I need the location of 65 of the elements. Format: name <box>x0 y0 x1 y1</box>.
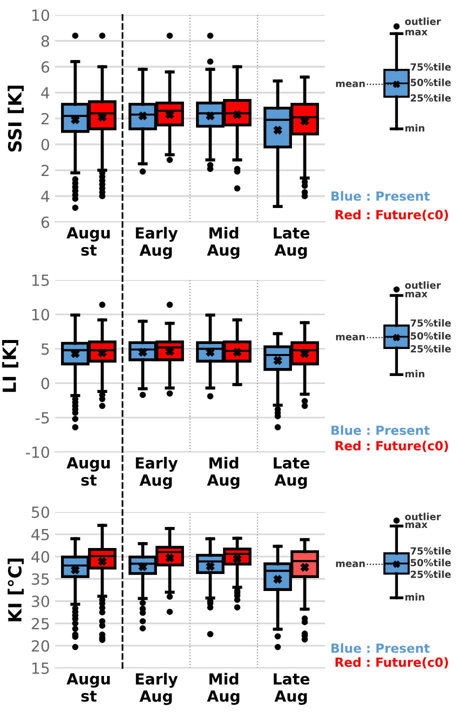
y-tick-label: 5 <box>42 343 49 355</box>
text: min <box>405 370 424 378</box>
y-axis-title: LI [K] <box>2 340 18 392</box>
text: Blue : Present <box>332 191 430 201</box>
text: Blue : Present <box>332 425 430 435</box>
y-tick-label: 10 <box>32 308 50 320</box>
text: outlier <box>405 281 441 289</box>
x-tick-label: Augu st <box>66 227 110 256</box>
text: 50%tile <box>410 78 451 86</box>
text: max <box>405 522 428 528</box>
x-tick-label: Mid Aug <box>207 226 240 259</box>
y-tick-label: 0 <box>41 378 50 390</box>
x-tick-label: Augu st <box>66 673 110 702</box>
text: mean <box>336 82 365 88</box>
y-tick-label: 0 <box>41 138 50 150</box>
y-tick-label: 2 <box>42 112 49 124</box>
x-tick-label: Late Aug <box>274 227 310 259</box>
text: 75%tile <box>410 63 451 71</box>
text: max <box>405 30 428 36</box>
text: Red : Future(c0) <box>336 657 448 668</box>
x-tick-label: Late Aug <box>274 673 310 705</box>
text: 25%tile <box>410 344 451 352</box>
y-tick-label: 45 <box>31 528 49 540</box>
text: 25%tile <box>410 94 451 102</box>
y-tick-label: 50 <box>32 506 50 518</box>
y-axis-title: SSI [K] <box>8 86 24 152</box>
text: outlier <box>405 512 441 520</box>
y-tick-label: 6 <box>41 216 50 228</box>
x-tick-label: Augu st <box>66 457 110 486</box>
y-tick-label: -5 <box>36 412 49 424</box>
y-tick-label: 4 <box>41 190 50 202</box>
y-tick-label: 40 <box>31 551 50 563</box>
text: mean <box>336 334 365 340</box>
x-tick-label: Late Aug <box>274 457 310 489</box>
text: Blue : Present <box>332 643 430 653</box>
y-tick-label: 15 <box>32 662 49 674</box>
text: Red : Future(c0) <box>336 210 448 221</box>
text: min <box>405 124 424 132</box>
text: 75%tile <box>410 547 451 555</box>
y-tick-label: 20 <box>32 640 50 652</box>
y-tick-label: 2 <box>42 164 49 176</box>
y-tick-label: 8 <box>41 35 50 47</box>
y-tick-label: 35 <box>32 573 49 585</box>
text: min <box>405 593 424 600</box>
x-tick-label: Mid Aug <box>207 456 240 489</box>
y-tick-label: 25 <box>32 618 49 630</box>
text: max <box>405 292 428 298</box>
text: mean <box>336 562 365 568</box>
y-axis-title: KI [°C] <box>8 558 24 622</box>
y-tick-label: 30 <box>32 596 50 608</box>
y-tick-label: 4 <box>41 87 50 98</box>
text: 50%tile <box>410 332 451 340</box>
text: 25%tile <box>410 570 451 578</box>
text: outlier <box>405 18 441 26</box>
y-tick-label: 15 <box>32 274 49 286</box>
text: 50%tile <box>410 558 451 566</box>
x-tick-label: Early Aug <box>136 456 178 489</box>
y-tick-label: -10 <box>26 446 50 458</box>
y-tick-label: 10 <box>32 9 50 22</box>
x-tick-label: Early Aug <box>136 672 178 705</box>
text: 75%tile <box>410 319 451 327</box>
y-tick-label: 6 <box>41 61 50 73</box>
text: Red : Future(c0) <box>336 440 448 452</box>
x-tick-label: Mid Aug <box>207 672 240 705</box>
x-tick-label: Early Aug <box>136 226 178 259</box>
